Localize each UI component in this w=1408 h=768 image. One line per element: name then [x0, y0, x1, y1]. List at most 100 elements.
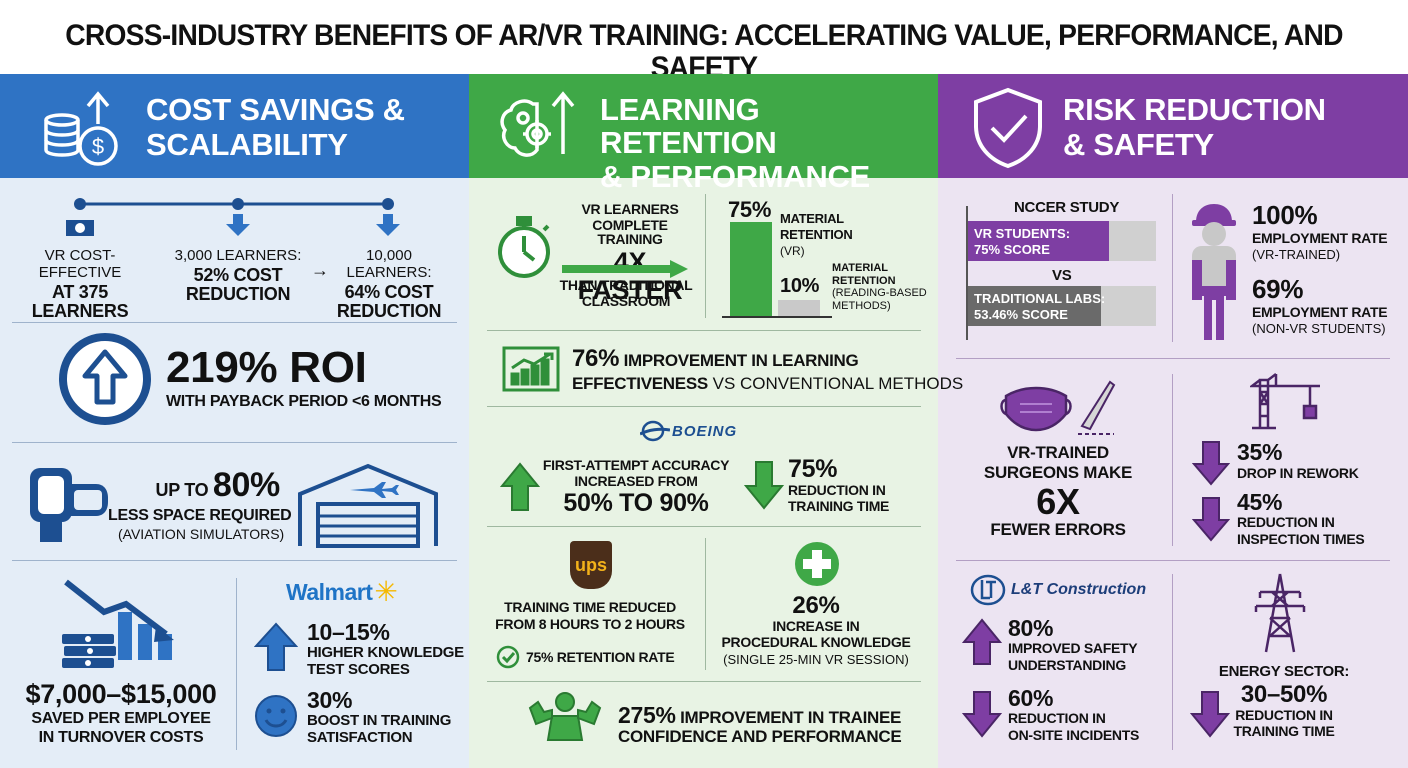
col1-background [0, 178, 469, 768]
boeing-globe-icon [640, 420, 670, 442]
lt-wordmark: L&T Construction [1011, 581, 1147, 598]
page-title: CROSS-INDUSTRY BENEFITS OF AR/VR TRAININ… [65, 19, 1343, 84]
crane-icon [1250, 373, 1320, 430]
lt-logo: L&T Construction [970, 574, 1146, 606]
confidence-line1: IMPROVEMENT IN TRAINEE [675, 708, 902, 727]
timeline-1-line1: VR COST-EFFECTIVE [38, 247, 122, 281]
nccer-title: NCCER STUDY [1014, 199, 1120, 216]
employment-v1: 100% [1252, 200, 1318, 230]
divider-vertical [1172, 374, 1173, 546]
boeing-logo: BOEING [640, 420, 737, 442]
mask-scalpel-icon [1000, 380, 1116, 435]
timeline-3-line3: REDUCTION [336, 300, 442, 321]
medical-cross-icon [795, 542, 839, 586]
retention-vr-line3: (VR) [780, 244, 805, 258]
retention-rb-line4: METHODS) [832, 299, 891, 312]
ups-line2: FROM 8 HOURS TO 2 HOURS [495, 615, 685, 632]
retention-rb-value: 10% [780, 275, 820, 297]
lt-emblem-icon [970, 574, 1006, 606]
lt-line1a: IMPROVED SAFETY [1008, 640, 1138, 656]
col1-header-line1: COST SAVINGS & [146, 92, 405, 127]
walmart-stat1-line1: HIGHER KNOWLEDGE [307, 644, 464, 661]
improve-line1: IMPROVEMENT IN LEARNING [619, 351, 859, 370]
proc-line1: INCREASE IN [772, 618, 860, 635]
retention-rb-line1: MATERIAL [832, 262, 889, 274]
turnover-big: $7,000–$15,000 [25, 679, 217, 709]
energy-big: 30–50% [1240, 680, 1328, 708]
retention-rb-line2: RETENTION [832, 274, 896, 287]
proc-line2: PROCEDURAL KNOWLEDGE [721, 633, 911, 650]
lt-line1b: UNDERSTANDING [1008, 657, 1126, 673]
employment-line1b: (VR-TRAINED) [1252, 246, 1341, 262]
turnover-line2: SAVED PER EMPLOYEE [31, 710, 211, 728]
energy-line1: ENERGY SECTOR: [1218, 663, 1350, 680]
boeing-acc-line2: INCREASED FROM [574, 472, 698, 489]
divider [12, 322, 457, 323]
divider [487, 406, 921, 407]
rework-v2: 45% [1237, 489, 1283, 515]
faster-line2: COMPLETE TRAINING [592, 216, 668, 248]
roi-big: 219% ROI [166, 343, 367, 392]
divider-vertical [1172, 574, 1173, 750]
lt-v2: 60% [1008, 685, 1054, 711]
col1-header-line2: SCALABILITY [146, 126, 348, 162]
energy-line3: TRAINING TIME [1233, 722, 1335, 739]
improve-big: 76% [572, 345, 620, 372]
employment-line2a: EMPLOYMENT RATE [1252, 304, 1388, 321]
employment-line1a: EMPLOYMENT RATE [1252, 230, 1388, 247]
walmart-stat2: 30% [307, 687, 353, 713]
walmart-logo: Walmart ✳ [286, 578, 398, 606]
hangar-airplane-icon [298, 463, 438, 548]
nccer-vs: VS [1052, 267, 1072, 284]
boeing-time-line2: TRAINING TIME [788, 497, 890, 514]
smiley-icon [255, 695, 297, 737]
growth-chart-icon [502, 346, 560, 392]
down-arrow-icon [376, 214, 400, 236]
divider [12, 442, 457, 443]
cost-timeline: VR COST-EFFECTIVE AT 375 LEARNERS 3,000 … [0, 190, 469, 320]
col2-background [469, 178, 938, 768]
proc-line3: (SINGLE 25-MIN VR SESSION) [723, 651, 909, 667]
down-arrow-icon [1192, 441, 1230, 486]
up-arrow-icon [962, 618, 1002, 665]
coins-dollar-arrow-icon: $ [44, 91, 118, 166]
retention-vr-bar [730, 222, 772, 316]
down-arrow-icon [744, 461, 784, 510]
check-circle-icon [496, 645, 520, 669]
retention-rb-bar [778, 300, 820, 316]
stopwatch-icon [498, 216, 550, 278]
money-stack-chart-icon [62, 579, 174, 668]
confidence-big: 275% [618, 702, 676, 728]
down-arrow-icon [226, 214, 250, 236]
timeline-arrow-icon: → [311, 260, 329, 280]
timeline-1-line3: LEARNERS [31, 300, 129, 321]
col2-header-line2: & PERFORMANCE [600, 159, 870, 195]
walmart-stat1-line2: TEST SCORES [307, 661, 410, 678]
construction-worker-icon [1192, 204, 1236, 340]
faster-line3: THAN TRADITIONAL [559, 277, 693, 293]
ups-line1: TRAINING TIME REDUCED [504, 599, 676, 615]
timeline-1-line2: AT 375 [52, 282, 108, 302]
retention-vr-value: 75% [728, 197, 772, 222]
brain-gear-icon [500, 91, 575, 157]
ups-retention: 75% RETENTION RATE [526, 649, 675, 665]
nccer-trad-bar [968, 286, 1101, 326]
walmart-stat2-line1: BOOST IN TRAINING [307, 712, 452, 729]
surgeons-big: 6X [1036, 480, 1080, 522]
svg-text:$: $ [92, 134, 104, 159]
retention-baseline [722, 316, 832, 318]
walmart-stat2-line2: SATISFACTION [307, 729, 413, 746]
walmart-spark-icon: ✳ [374, 576, 398, 607]
col2-header: LEARNING RETENTION & PERFORMANCE [469, 74, 938, 193]
rework-line2a: REDUCTION IN [1237, 514, 1335, 530]
col3-header-line1: RISK REDUCTION [1063, 92, 1326, 127]
vr-headset-icon [30, 468, 108, 542]
nccer-vr-line2: 75% SCORE [974, 241, 1050, 257]
ups-wordmark: ups [574, 554, 607, 575]
improve-line2: EFFECTIVENESS [572, 374, 708, 393]
timeline-2-line3: REDUCTION [185, 283, 291, 304]
up-arrow-icon [500, 462, 540, 511]
rework-line2b: INSPECTION TIMES [1237, 531, 1365, 547]
retention-rb-line3: (READING-BASED [832, 287, 927, 300]
divider [487, 681, 921, 682]
